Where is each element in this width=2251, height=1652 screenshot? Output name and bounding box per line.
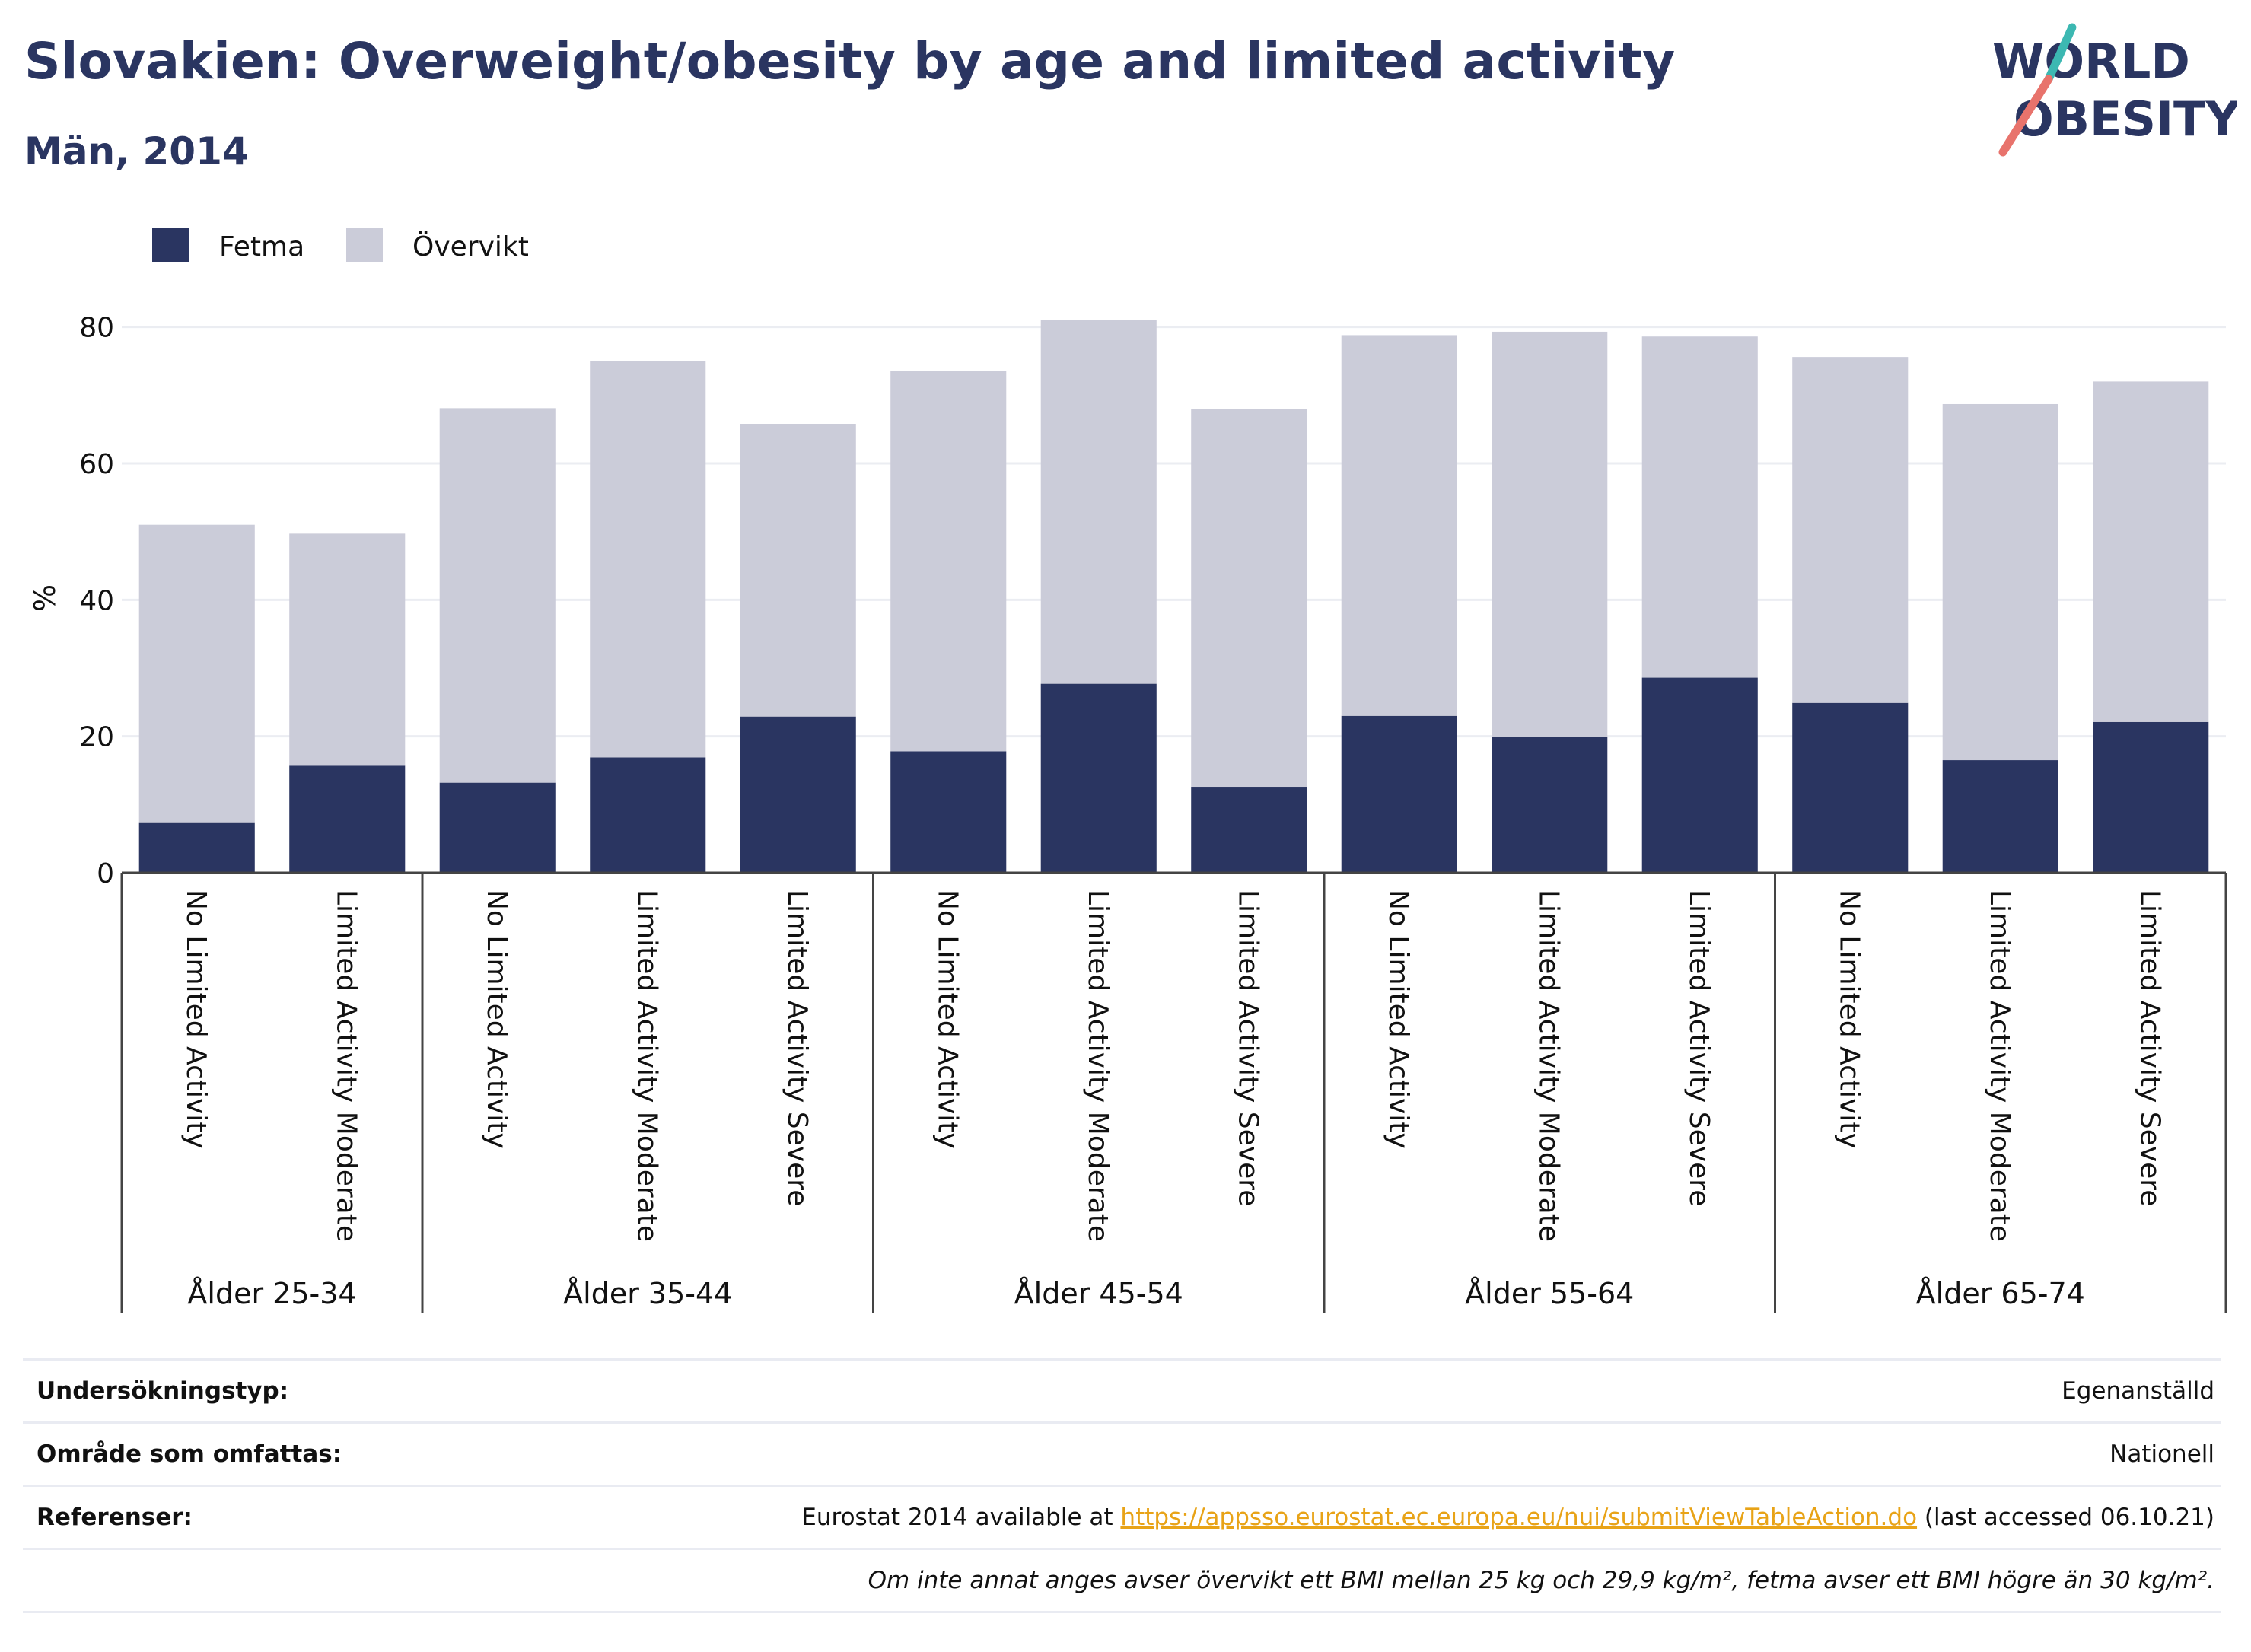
info-row-references: Referenser: Eurostat 2014 available at h… bbox=[23, 1485, 2221, 1548]
bar-fetma bbox=[1492, 737, 1608, 873]
bar-overvikt bbox=[1191, 409, 1307, 788]
info-table: Undersökningstyp: Egenanställd Område so… bbox=[23, 1358, 2221, 1613]
references-suffix: (last accessed 06.10.21) bbox=[1924, 1504, 2214, 1531]
references-label: Referenser: bbox=[37, 1504, 193, 1531]
x-group-label: Ålder 25-34 bbox=[187, 1277, 356, 1310]
bar-overvikt bbox=[740, 423, 856, 717]
x-category-label: Limited Activity Severe bbox=[1683, 890, 1715, 1206]
survey-type-value: Egenanställd bbox=[2062, 1377, 2214, 1405]
x-category-label: Limited Activity Moderate bbox=[1082, 890, 1113, 1242]
legend-label-fetma: Fetma bbox=[219, 231, 304, 263]
references-link[interactable]: https://appsso.eurostat.ec.europa.eu/nui… bbox=[1120, 1504, 1918, 1531]
bar-overvikt bbox=[1040, 320, 1157, 684]
x-category-label: No Limited Activity bbox=[931, 890, 963, 1149]
legend-swatch-fetma bbox=[152, 228, 189, 262]
info-row-note: Om inte annat anges avser övervikt ett B… bbox=[23, 1548, 2221, 1613]
x-category-label: Limited Activity Moderate bbox=[1984, 890, 2015, 1242]
y-tick-label: 20 bbox=[79, 722, 114, 753]
x-group-label: Ålder 35-44 bbox=[563, 1277, 732, 1310]
page-title: Slovakien: Overweight/obesity by age and… bbox=[24, 32, 1676, 91]
x-category-label: Limited Activity Severe bbox=[2134, 890, 2165, 1206]
bar-overvikt bbox=[138, 524, 255, 823]
bar-overvikt bbox=[2093, 381, 2209, 722]
bar-fetma bbox=[2093, 721, 2209, 873]
references-prefix: Eurostat 2014 available at bbox=[801, 1504, 1113, 1531]
bar-overvikt bbox=[1341, 335, 1457, 716]
y-tick-label: 60 bbox=[79, 449, 114, 480]
bar-overvikt bbox=[590, 361, 706, 758]
bar-fetma bbox=[1942, 760, 2058, 873]
survey-type-label: Undersökningstyp: bbox=[37, 1377, 289, 1405]
x-category-label: No Limited Activity bbox=[1833, 890, 1864, 1149]
x-group-label: Ålder 55-64 bbox=[1465, 1277, 1634, 1310]
bar-overvikt bbox=[439, 408, 556, 783]
y-tick-label: 80 bbox=[79, 313, 114, 344]
info-row-survey-type: Undersökningstyp: Egenanställd bbox=[23, 1358, 2221, 1421]
bar-overvikt bbox=[1492, 331, 1608, 737]
info-row-area: Område som omfattas: Nationell bbox=[23, 1421, 2221, 1485]
legend-label-overvikt: Övervikt bbox=[412, 231, 529, 263]
area-value: Nationell bbox=[2109, 1440, 2214, 1468]
logo-stroke-coral bbox=[1998, 75, 2053, 157]
y-tick-label: 0 bbox=[97, 858, 114, 890]
bar-overvikt bbox=[1792, 357, 1909, 703]
references-value: Eurostat 2014 available at https://appss… bbox=[801, 1504, 2214, 1531]
bar-fetma bbox=[1191, 787, 1307, 873]
bar-fetma bbox=[590, 757, 706, 873]
bar-overvikt bbox=[1942, 403, 2058, 761]
x-category-label: Limited Activity Moderate bbox=[631, 890, 662, 1242]
x-category-label: No Limited Activity bbox=[481, 890, 512, 1149]
bar-fetma bbox=[289, 765, 406, 873]
x-category-label: Limited Activity Moderate bbox=[330, 890, 361, 1242]
logo-stroke-teal bbox=[2044, 23, 2077, 84]
bar-fetma bbox=[1341, 715, 1457, 873]
logo-text-obesity: OBESITY bbox=[2014, 91, 2237, 147]
bar-fetma bbox=[1792, 702, 1909, 873]
stacked-bar-chart: Fetma Övervikt 0 20 40 60 80 No Limited Activ… bbox=[28, 228, 2227, 1313]
bar-overvikt bbox=[1641, 336, 1758, 678]
x-category-label: No Limited Activity bbox=[1383, 890, 1414, 1149]
x-category-label: Limited Activity Severe bbox=[1232, 890, 1263, 1206]
y-axis-label: % bbox=[28, 584, 62, 612]
bar-overvikt bbox=[289, 533, 406, 766]
x-group-label: Ålder 65-74 bbox=[1916, 1277, 2085, 1310]
logo-text-world: WORLD bbox=[1992, 33, 2190, 89]
page-subtitle: Män, 2014 bbox=[24, 129, 249, 173]
bar-fetma bbox=[1641, 677, 1758, 873]
x-group-label: Ålder 45-54 bbox=[1014, 1277, 1183, 1310]
chart-legend: Fetma Övervikt bbox=[152, 228, 529, 263]
x-category-label: Limited Activity Moderate bbox=[1533, 890, 1564, 1242]
area-label: Område som omfattas: bbox=[37, 1440, 342, 1468]
legend-swatch-overvikt bbox=[346, 228, 383, 262]
bar-fetma bbox=[138, 822, 255, 873]
bar-fetma bbox=[439, 782, 556, 873]
x-category-label: Limited Activity Severe bbox=[782, 890, 813, 1206]
bar-fetma bbox=[890, 751, 1007, 873]
bar-overvikt bbox=[890, 371, 1007, 752]
y-tick-label: 40 bbox=[79, 585, 114, 616]
definition-note: Om inte annat anges avser övervikt ett B… bbox=[868, 1567, 2214, 1594]
world-obesity-logo: WORLD OBESITY bbox=[1992, 23, 2237, 157]
bar-fetma bbox=[740, 716, 856, 873]
bar-fetma bbox=[1040, 683, 1157, 873]
x-category-label: No Limited Activity bbox=[180, 890, 212, 1149]
